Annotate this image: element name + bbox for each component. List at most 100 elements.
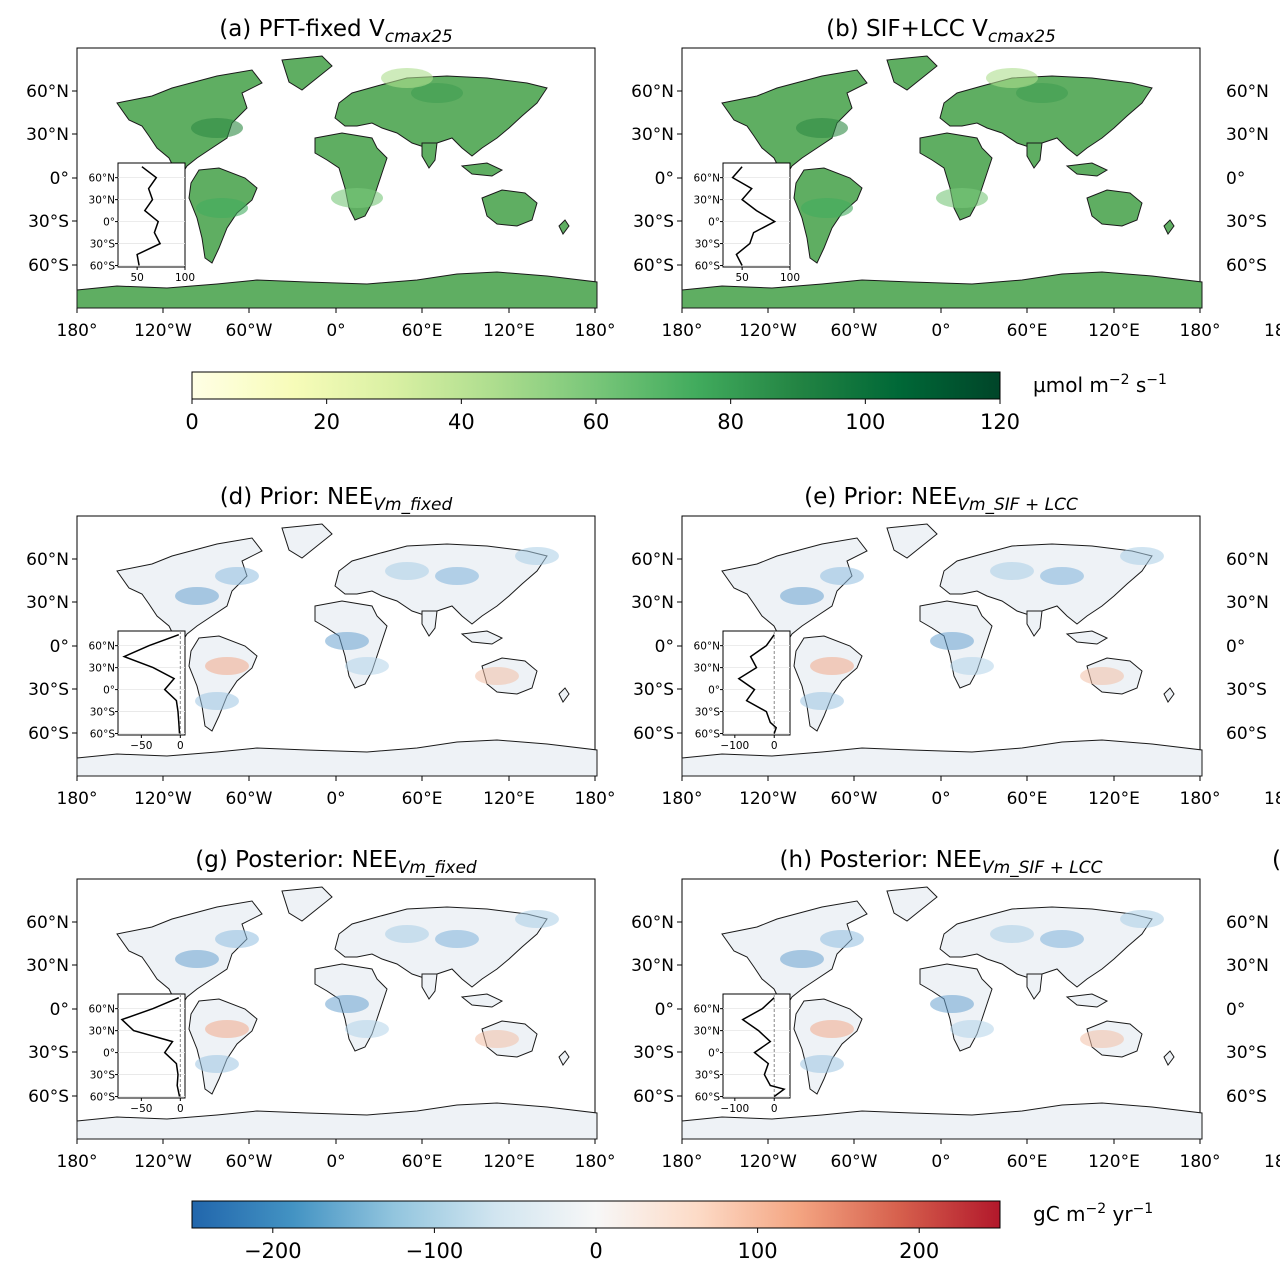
flux-patch [195,1055,239,1073]
inset-x-tick-label: 100 [780,272,800,284]
y-tick-label: 0° [655,169,674,189]
y-tick-label: 60°N [26,913,69,933]
inset-y-tick-label: 30°N [89,195,115,207]
map-panel-h: (h) Posterior: NEEVm_SIF + LCC 60°N 30°N 0°… [631,847,1220,1172]
inset-y-tick-label: 60°N [694,1004,720,1016]
flux-patch [1040,567,1084,585]
vcmax-patch [986,68,1038,88]
x-tick-label: 120°E [483,789,535,809]
flux-patch [810,657,854,675]
flux-patch [515,910,559,928]
colorbar-tick-label: 60 [583,410,610,434]
partial-y-tick-label: 30°S [1226,212,1267,232]
flux-patch [325,995,369,1013]
map-panel-a: (a) PFT-fixed Vcmax25 60°N 30°N 0° 30°S 60°S 1… [26,16,615,341]
unit-mid: yr [1106,1202,1133,1226]
colorbar-tick-label: −100 [406,1239,464,1263]
x-tick-label: 180° [662,1152,703,1172]
y-tick-label: 60°N [631,82,674,102]
inset-profile-line [136,166,162,266]
x-tick-label: 120°E [1088,789,1140,809]
partial-y-tick-label: 60°S [1226,724,1267,744]
x-tick-label: 180° [1180,321,1221,341]
unit-sup1: −2 [1109,372,1130,388]
flux-patch [800,692,844,710]
inset-profile-line [741,997,786,1098]
panel-title-a: (a) PFT-fixed Vcmax25 [219,16,453,47]
colorbar-vcmax: 0 20 40 60 80 100 120 µmol m−2 s−1 [185,371,1167,434]
x-tick-label: 60°E [402,1152,443,1172]
x-tick-label: 0° [931,321,950,341]
inset-frame [117,993,186,1099]
y-tick-label: 30°N [631,956,674,976]
x-tick-label: 180° [57,321,98,341]
unit-sup1: −2 [1086,1201,1107,1217]
inset-x-tick-label: 50 [130,272,143,284]
inset-frame [117,162,186,268]
panel-title-main: (g) Posterior: NEE [195,847,397,873]
x-tick-label: 60°E [402,321,443,341]
partial-y-tick-label: 0° [1226,1000,1245,1020]
inset-profile-line [120,997,181,1097]
colorbar-tick-label: 20 [313,410,340,434]
inset-x-tick-label: 0 [177,1103,184,1115]
x-tick-label: 180° [57,789,98,809]
x-tick-label: 120°W [134,789,192,809]
y-tick-label: 30°S [633,1043,674,1063]
colorbar-unit: µmol m−2 s−1 [1033,372,1167,397]
colorbar-tick-label: 100 [845,410,885,434]
inset-y-tick-label: 30°N [89,1026,115,1038]
flux-patch [385,562,429,580]
partial-y-tick-label: 60°S [1226,1087,1267,1107]
partial-y-tick-label: 30°N [1226,593,1269,613]
inset-x-tick-label: −50 [130,740,152,752]
inset-y-tick-label: 0° [708,1048,720,1060]
flux-patch [175,587,219,605]
inset-y-tick-label: 60°S [90,729,116,741]
x-tick-label: 0° [326,321,345,341]
inset-plot-e: 60°N 30°N 0° 30°S 60°S−100 0 [694,630,791,752]
inset-x-tick-label: 0 [177,740,184,752]
inset-y-tick-label: 60°N [89,1004,115,1016]
x-tick-label: 180° [662,321,703,341]
flux-patch [990,562,1034,580]
map-panel-g: (g) Posterior: NEEVm_fixed 60°N 30°N 0° 30°S… [26,847,615,1172]
colorbar-tick-label: 120 [980,410,1020,434]
panel-title-g: (g) Posterior: NEEVm_fixed [195,847,477,878]
x-tick-label: 0° [326,1152,345,1172]
y-tick-label: 60°S [633,1087,674,1107]
flux-patch [345,1020,389,1038]
flux-patch [195,692,239,710]
partial-x-tick-label: 18 [1264,789,1280,809]
colorbar-tick-label: 0 [589,1239,602,1263]
inset-profile-line [737,634,778,734]
flux-patch [435,930,479,948]
y-tick-label: 30°S [633,212,674,232]
y-tick-label: 60°S [28,1087,69,1107]
inset-plot-d: 60°N 30°N 0° 30°S 60°S −50 0 [89,630,186,752]
flux-patch [990,925,1034,943]
flux-patch [930,995,974,1013]
panel-title-subscript: Vm_fixed [398,858,477,878]
y-tick-label: 30°S [633,680,674,700]
y-tick-label: 30°N [26,125,69,145]
x-tick-label: 120°W [739,321,797,341]
inset-plot-a: 60°N 30°N 0° 30°S 60°S 50 100 [89,162,195,284]
inset-profile-line [731,166,777,266]
x-tick-label: 120°W [134,321,192,341]
unit-main: gC m [1033,1202,1086,1226]
vcmax-patch [411,83,463,103]
inset-plot-g: 60°N 30°N 0° 30°S 60°S −50 0 [89,993,186,1115]
y-tick-label: 0° [50,1000,69,1020]
inset-frame [722,162,791,268]
flux-patch [175,950,219,968]
inset-y-tick-label: 30°S [90,707,116,719]
flux-patch [385,925,429,943]
partial-y-tick-label: 0° [1226,637,1245,657]
inset-y-tick-label: 0° [708,217,720,229]
x-tick-label: 60°W [226,1152,273,1172]
partial-y-tick-label: 60°N [1226,550,1269,570]
vcmax-patch [191,118,243,138]
x-tick-label: 180° [575,1152,616,1172]
